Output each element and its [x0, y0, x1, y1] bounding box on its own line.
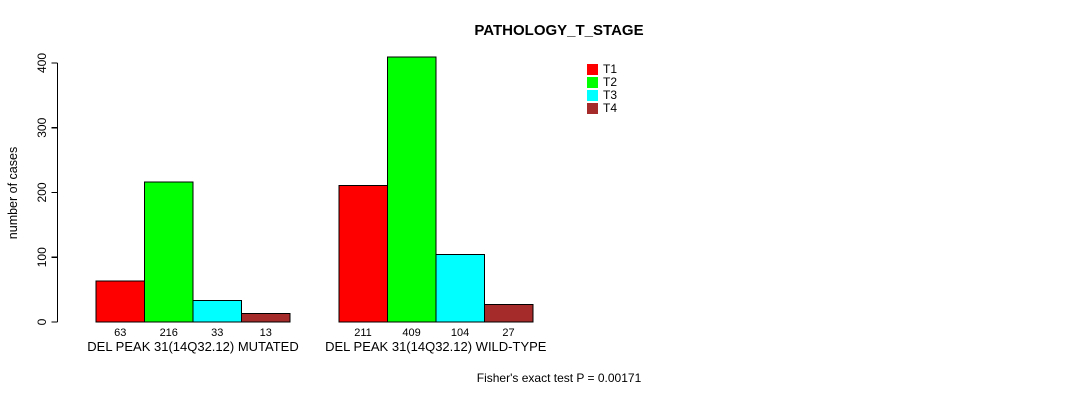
y-tick-label: 0: [35, 318, 49, 325]
legend-item-t3: T3: [587, 89, 617, 102]
legend-swatch-icon: [587, 64, 598, 75]
bar-value-label: 216: [160, 327, 178, 339]
bar-t4-group2: [483, 304, 534, 323]
category-label: DEL PEAK 31(14Q32.12) MUTATED: [87, 339, 298, 354]
legend-item-t2: T2: [587, 76, 617, 89]
category-label: DEL PEAK 31(14Q32.12) WILD-TYPE: [325, 339, 547, 354]
legend-label: T1: [603, 62, 618, 76]
legend-item-t4: T4: [587, 102, 617, 115]
y-axis-title: number of cases: [6, 146, 20, 240]
bar-t1-group2: [338, 184, 388, 323]
bar-t2-group1: [144, 181, 194, 323]
legend-label: T3: [603, 88, 618, 102]
chart-title: PATHOLOGY_T_STAGE: [474, 22, 644, 39]
pvalue-annotation: Fisher's exact test P = 0.00171: [476, 371, 642, 385]
bar-t3-group1: [192, 300, 242, 323]
bar-value-label: 409: [402, 327, 420, 339]
bar-value-label: 63: [114, 327, 126, 339]
y-tick-label: 200: [35, 182, 49, 202]
bar-t2-group2: [386, 56, 437, 323]
bar-value-label: 104: [451, 327, 469, 339]
bar-t3-group2: [435, 254, 485, 323]
legend-item-t1: T1: [587, 63, 617, 76]
bar-value-label: 27: [502, 327, 514, 339]
legend-swatch-icon: [587, 77, 598, 88]
y-tick-label: 100: [35, 247, 49, 267]
bar-value-label: 211: [354, 327, 372, 339]
legend: T1 T2 T3 T4: [587, 63, 617, 115]
y-tick-label: 400: [35, 53, 49, 73]
bar-value-label: 33: [211, 327, 223, 339]
y-tick-label: 300: [35, 117, 49, 137]
bar-t4-group1: [241, 313, 291, 323]
bar-t1-group1: [95, 280, 145, 323]
legend-label: T4: [603, 101, 618, 115]
legend-label: T2: [603, 75, 618, 89]
bar-value-label: 13: [260, 327, 272, 339]
legend-swatch-icon: [587, 103, 598, 114]
legend-swatch-icon: [587, 90, 598, 101]
